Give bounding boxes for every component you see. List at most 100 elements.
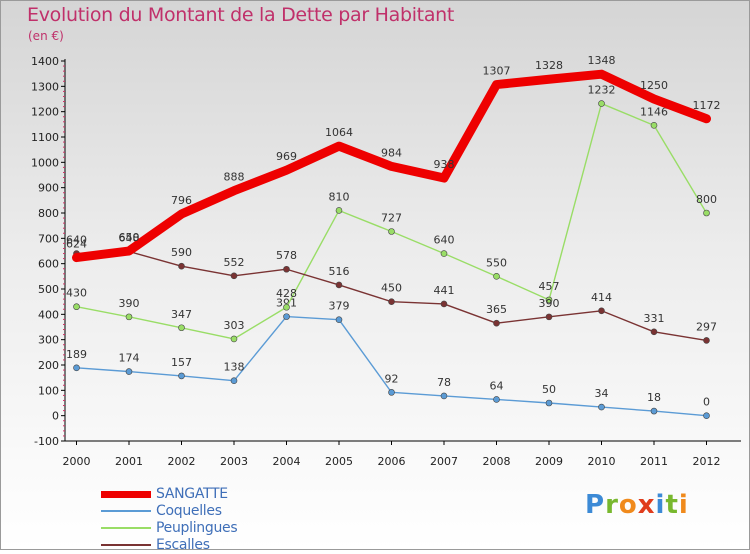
data-point [493, 396, 500, 403]
data-label: 590 [171, 246, 192, 259]
data-point [73, 254, 80, 261]
data-label: 331 [644, 312, 665, 325]
y-tick-label: 1400 [31, 55, 59, 68]
data-point [388, 163, 395, 170]
data-label: 92 [385, 372, 399, 385]
data-point [73, 303, 80, 311]
data-point [598, 307, 605, 315]
proxiti-logo: Proxiti [585, 490, 689, 520]
y-tick-label: 900 [38, 182, 59, 195]
y-tick-label: 1100 [31, 131, 59, 144]
legend-label: Escalles [156, 537, 210, 553]
y-tick-label: 300 [38, 334, 59, 347]
data-label: 428 [276, 287, 297, 300]
legend-label: Coquelles [156, 503, 222, 519]
data-label: 365 [486, 303, 507, 316]
data-point [230, 187, 238, 194]
data-point [178, 262, 185, 270]
logo-letter: x [637, 490, 656, 520]
data-label: 1232 [588, 84, 616, 97]
data-label: 1250 [640, 79, 668, 92]
data-point [388, 228, 395, 235]
data-label: 457 [539, 280, 560, 293]
data-point [230, 377, 238, 385]
data-point [493, 273, 500, 280]
data-label: 550 [486, 256, 507, 269]
data-label: 938 [434, 158, 455, 171]
data-point [703, 209, 710, 217]
data-point [703, 412, 710, 419]
y-tick-label: 600 [38, 258, 59, 271]
data-label: 640 [66, 234, 87, 247]
data-label: 727 [381, 211, 402, 224]
data-label: 34 [595, 387, 609, 400]
data-label: 390 [119, 297, 140, 310]
y-tick-label: 1200 [31, 106, 59, 119]
data-label: 174 [119, 352, 140, 365]
data-point [125, 313, 133, 321]
data-label: 430 [66, 287, 87, 300]
logo-letter: P [585, 490, 606, 520]
x-tick-label: 2012 [693, 455, 721, 468]
data-label: 78 [437, 376, 451, 389]
data-label: 157 [171, 356, 192, 369]
data-point [493, 319, 500, 327]
x-tick-label: 2001 [115, 455, 143, 468]
x-tick-label: 2011 [640, 455, 668, 468]
data-label: 0 [703, 396, 710, 409]
data-point [335, 281, 343, 289]
x-tick-label: 2004 [273, 455, 301, 468]
y-tick-label: 400 [38, 308, 59, 321]
data-point [440, 392, 448, 400]
y-tick-label: 500 [38, 283, 59, 296]
data-label: 390 [539, 297, 560, 310]
data-label: 800 [696, 193, 717, 206]
legend-item: Coquelles [101, 503, 351, 520]
y-tick-label: 1300 [31, 80, 59, 93]
data-point [650, 407, 658, 415]
x-tick-label: 2009 [535, 455, 563, 468]
series-line-escalles [75, 250, 708, 342]
data-point [598, 100, 605, 107]
data-point [440, 300, 448, 308]
x-tick-label: 2003 [220, 455, 248, 468]
data-point [178, 372, 185, 380]
legend-item: SANGATTE [101, 486, 351, 503]
data-label: 1146 [640, 105, 668, 118]
x-tick-label: 2002 [168, 455, 196, 468]
y-tick-label: 800 [38, 207, 59, 220]
data-label: 810 [329, 190, 350, 203]
data-label: 450 [381, 282, 402, 295]
chart-unit: (en €) [28, 29, 64, 43]
data-point [493, 81, 500, 88]
data-label: 1172 [693, 99, 721, 112]
data-label: 379 [329, 300, 350, 313]
legend-swatch [101, 510, 151, 512]
data-label: 303 [224, 319, 245, 332]
data-point [230, 272, 238, 280]
data-point [230, 335, 238, 343]
data-label: 1064 [325, 126, 353, 139]
x-tick-label: 2008 [483, 455, 511, 468]
data-label: 650 [119, 231, 140, 244]
data-label: 414 [591, 291, 612, 304]
data-label: 796 [171, 194, 192, 207]
y-tick-label: -100 [34, 435, 59, 448]
legend-swatch [101, 544, 151, 546]
data-point [125, 247, 133, 255]
legend-swatch [101, 527, 151, 529]
data-label: 516 [329, 265, 350, 278]
data-label: 297 [696, 320, 717, 333]
data-label: 578 [276, 249, 297, 262]
data-point [703, 115, 710, 122]
x-tick-label: 2006 [378, 455, 406, 468]
data-label: 969 [276, 150, 297, 163]
data-label: 441 [434, 284, 455, 297]
legend-label: SANGATTE [156, 486, 228, 502]
logo-letter: r [605, 490, 619, 520]
data-point [335, 207, 343, 214]
data-label: 640 [434, 234, 455, 247]
data-point [388, 298, 395, 305]
